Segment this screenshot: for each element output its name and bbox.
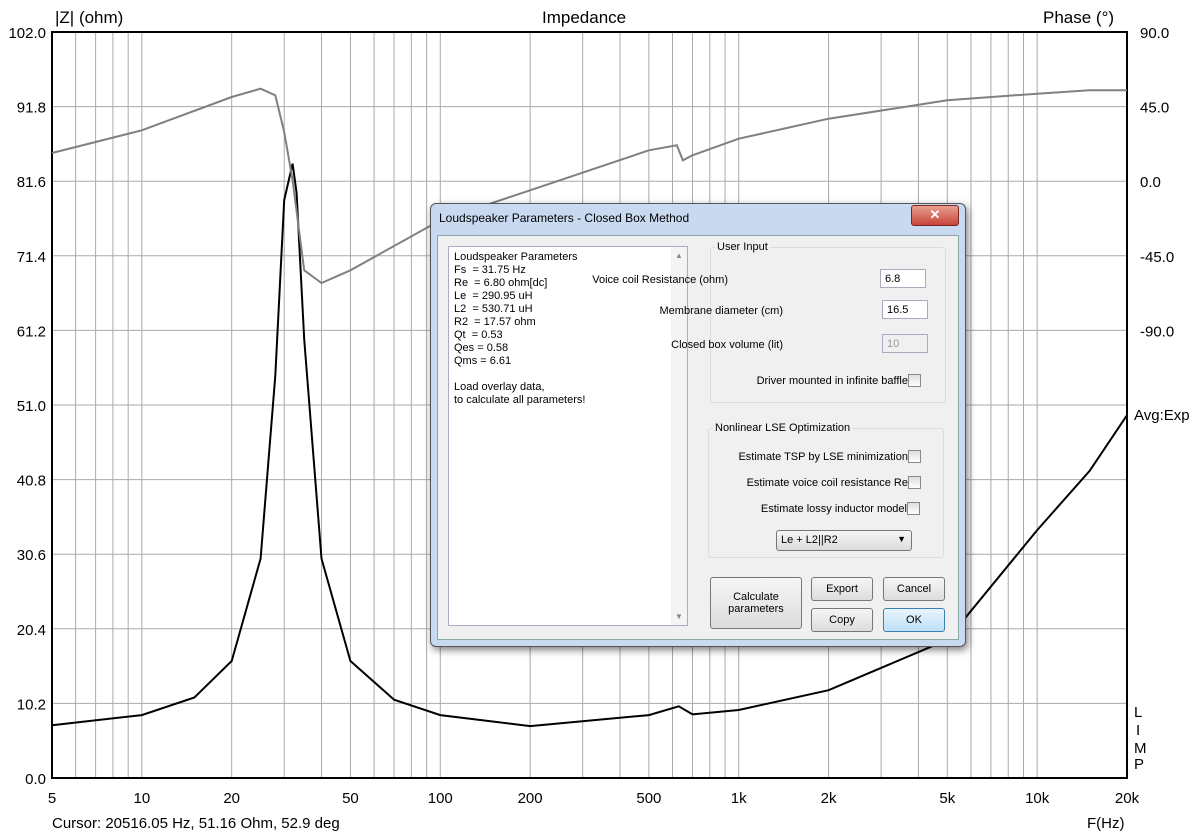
dialog-title: Loudspeaker Parameters - Closed Box Meth… [439,211,690,225]
y-tick-label: 40.8 [17,473,46,490]
calculate-button[interactable]: Calculate parameters [710,577,802,629]
re-est-checkbox[interactable] [908,476,921,489]
chart-title: Impedance [542,8,627,27]
series-impedance-line [51,163,1128,728]
loudspeaker-parameters-dialog: Loudspeaker Parameters - Closed Box Meth… [430,203,966,647]
y-tick-label: 61.2 [17,323,46,340]
y-tick-label: 0.0 [25,771,46,788]
y-tick-label: 51.0 [17,398,46,415]
results-textarea[interactable]: Loudspeaker Parameters Fs = 31.75 Hz Re … [448,246,688,626]
export-button[interactable]: Export [811,577,873,601]
x-tick-label: 10k [1025,790,1050,807]
x-tick-label: 5 [48,790,56,807]
tsp-label: Estimate TSP by LSE minimization [738,451,908,463]
y-tick-label: 81.6 [17,174,46,191]
y-tick-label: 20.4 [17,622,46,639]
limp-m: M [1134,740,1147,757]
y2-axis-label: Phase (°) [1043,8,1115,27]
limp-p: P [1134,756,1145,773]
volume-label: Closed box volume (lit) [671,339,783,351]
x-tick-label: 50 [342,790,359,807]
results-text: Loudspeaker Parameters Fs = 31.75 Hz Re … [454,251,586,406]
baffle-label: Driver mounted in infinite baffle [756,375,908,387]
diam-label: Membrane diameter (cm) [659,305,783,317]
x-tick-label: 5k [939,790,955,807]
model-value: Le + L2||R2 [781,534,838,546]
chevron-down-icon: ▼ [897,534,906,544]
cursor-readout: Cursor: 20516.05 Hz, 51.16 Ohm, 52.9 deg [52,815,340,832]
re-est-label: Estimate voice coil resistance Re [746,477,908,489]
x-tick-label: 20 [223,790,240,807]
volume-input[interactable]: 10 [882,334,928,353]
lse-group: Nonlinear LSE Optimization [708,422,944,558]
diameter-input[interactable]: 16.5 [882,300,928,319]
ok-button[interactable]: OK [883,608,945,632]
lossy-checkbox[interactable] [907,502,920,515]
x-axis-label: F(Hz) [1087,815,1125,832]
y2-tick-label: 45.0 [1140,100,1169,117]
model-select[interactable]: Le + L2||R2 ▼ [776,530,912,551]
x-tick-label: 100 [428,790,453,807]
scrollbar[interactable]: ▲ ▼ [671,247,687,625]
lse-legend: Nonlinear LSE Optimization [715,422,851,434]
y-tick-label: 102.0 [8,25,46,42]
close-button[interactable]: ✕ [911,205,959,226]
avg-label: Avg:Exp [1134,407,1190,424]
x-tick-label: 20k [1115,790,1140,807]
re-input[interactable]: 6.8 [880,269,926,288]
x-tick-label: 500 [636,790,661,807]
x-tick-label: 200 [518,790,543,807]
y-tick-label: 30.6 [17,547,46,564]
y2-tick-label: -90.0 [1140,323,1174,340]
y-tick-label: 91.8 [17,100,46,117]
x-tick-label: 2k [821,790,837,807]
limp-i: I [1136,722,1141,739]
limp-l: L [1134,704,1143,721]
cancel-button[interactable]: Cancel [883,577,945,601]
x-tick-label: 10 [133,790,150,807]
plot-frame [51,31,1128,779]
y2-tick-label: 0.0 [1140,174,1161,191]
user-input-group: User Input [710,241,946,403]
y-tick-label: 10.2 [17,696,46,713]
y2-tick-label: -45.0 [1140,249,1174,266]
y-tick-label: 71.4 [17,249,46,266]
copy-button[interactable]: Copy [811,608,873,632]
re-label: Voice coil Resistance (ohm) [592,274,728,286]
x-tick-label: 1k [731,790,747,807]
y-axis-label: |Z| (ohm) [55,8,124,27]
tsp-checkbox[interactable] [908,450,921,463]
user-input-legend: User Input [717,241,768,253]
baffle-checkbox[interactable] [908,374,921,387]
y2-tick-label: 90.0 [1140,25,1169,42]
lossy-label: Estimate lossy inductor model [760,503,907,515]
